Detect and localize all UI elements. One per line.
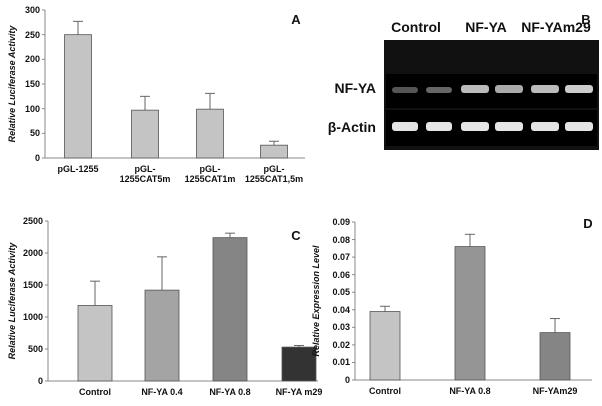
bar	[144, 289, 180, 382]
gel-column-label: NF-YAm29	[521, 19, 591, 35]
y-tick-label: 50	[29, 128, 40, 139]
bar	[369, 311, 401, 381]
x-tick-label: pGL-1255CAT5m	[119, 164, 171, 184]
y-tick-label: 0.01	[332, 357, 350, 368]
y-axis-title: Relative Expression Level	[311, 245, 321, 357]
gel-row-label: β-Actin	[327, 119, 376, 135]
y-tick-label: 0.02	[332, 339, 350, 350]
y-tick-label: 0.09	[332, 217, 350, 227]
y-tick-label: 2000	[22, 248, 43, 258]
gel-row	[386, 74, 597, 108]
x-tick-label: Control	[369, 386, 401, 396]
bands	[392, 85, 593, 131]
y-tick-label: 1500	[22, 280, 43, 290]
bar	[260, 144, 288, 159]
gel-row-label: NF-YA	[334, 80, 377, 96]
panel-label: C	[291, 228, 301, 243]
bar	[131, 109, 159, 159]
y-tick-label: 0.06	[332, 269, 350, 280]
x-tick-label: NF-YA 0.4	[141, 387, 183, 397]
bar	[64, 34, 92, 159]
y-tick-label: 200	[24, 54, 40, 65]
y-tick-label: 500	[27, 344, 43, 354]
gel-column-label: Control	[391, 19, 441, 35]
gel-row	[386, 110, 597, 146]
bar	[212, 237, 248, 382]
x-tick-label: NF-YA 0.8	[209, 387, 251, 397]
y-tick-label: 0.05	[332, 287, 350, 298]
bar	[281, 346, 317, 382]
y-tick-label: 250	[24, 29, 40, 40]
y-tick-label: 2500	[22, 216, 43, 226]
x-tick-label: Control	[79, 387, 111, 397]
y-tick-label: 0.03	[332, 322, 350, 333]
y-tick-label: 0	[34, 153, 40, 163]
y-tick-label: 0.04	[332, 304, 350, 315]
x-tick-label: NF-YA m29	[275, 387, 323, 397]
y-tick-label: 100	[24, 103, 40, 114]
y-tick-label: 150	[24, 79, 40, 89]
bar	[539, 332, 571, 381]
x-tick-label: NF-YA 0.8	[449, 386, 491, 396]
y-axis-title: Relative Luciferase Activity	[7, 242, 17, 360]
y-tick-label: 0.08	[332, 234, 350, 245]
bar	[77, 305, 113, 382]
y-tick-label: 0.07	[332, 252, 350, 263]
x-tick-label: pGL-1255CAT1m	[184, 164, 236, 184]
y-axis-title: Relative Luciferase Activity	[7, 25, 17, 143]
gel-column-label: NF-YA	[465, 19, 507, 35]
y-tick-label: 300	[24, 5, 40, 15]
y-tick-label: 0	[344, 375, 350, 385]
panel-label: D	[583, 216, 593, 231]
x-tick-label: pGL-1255CAT1,5m	[244, 164, 304, 184]
x-tick-label: pGL-1255	[57, 164, 99, 174]
y-tick-label: 0	[37, 376, 43, 386]
bar	[196, 108, 224, 159]
panel-label: B	[581, 12, 591, 27]
x-tick-label: NF-YAm29	[532, 386, 578, 396]
panel-label: A	[291, 12, 301, 27]
y-tick-label: 1000	[22, 312, 43, 322]
bar	[454, 246, 486, 381]
